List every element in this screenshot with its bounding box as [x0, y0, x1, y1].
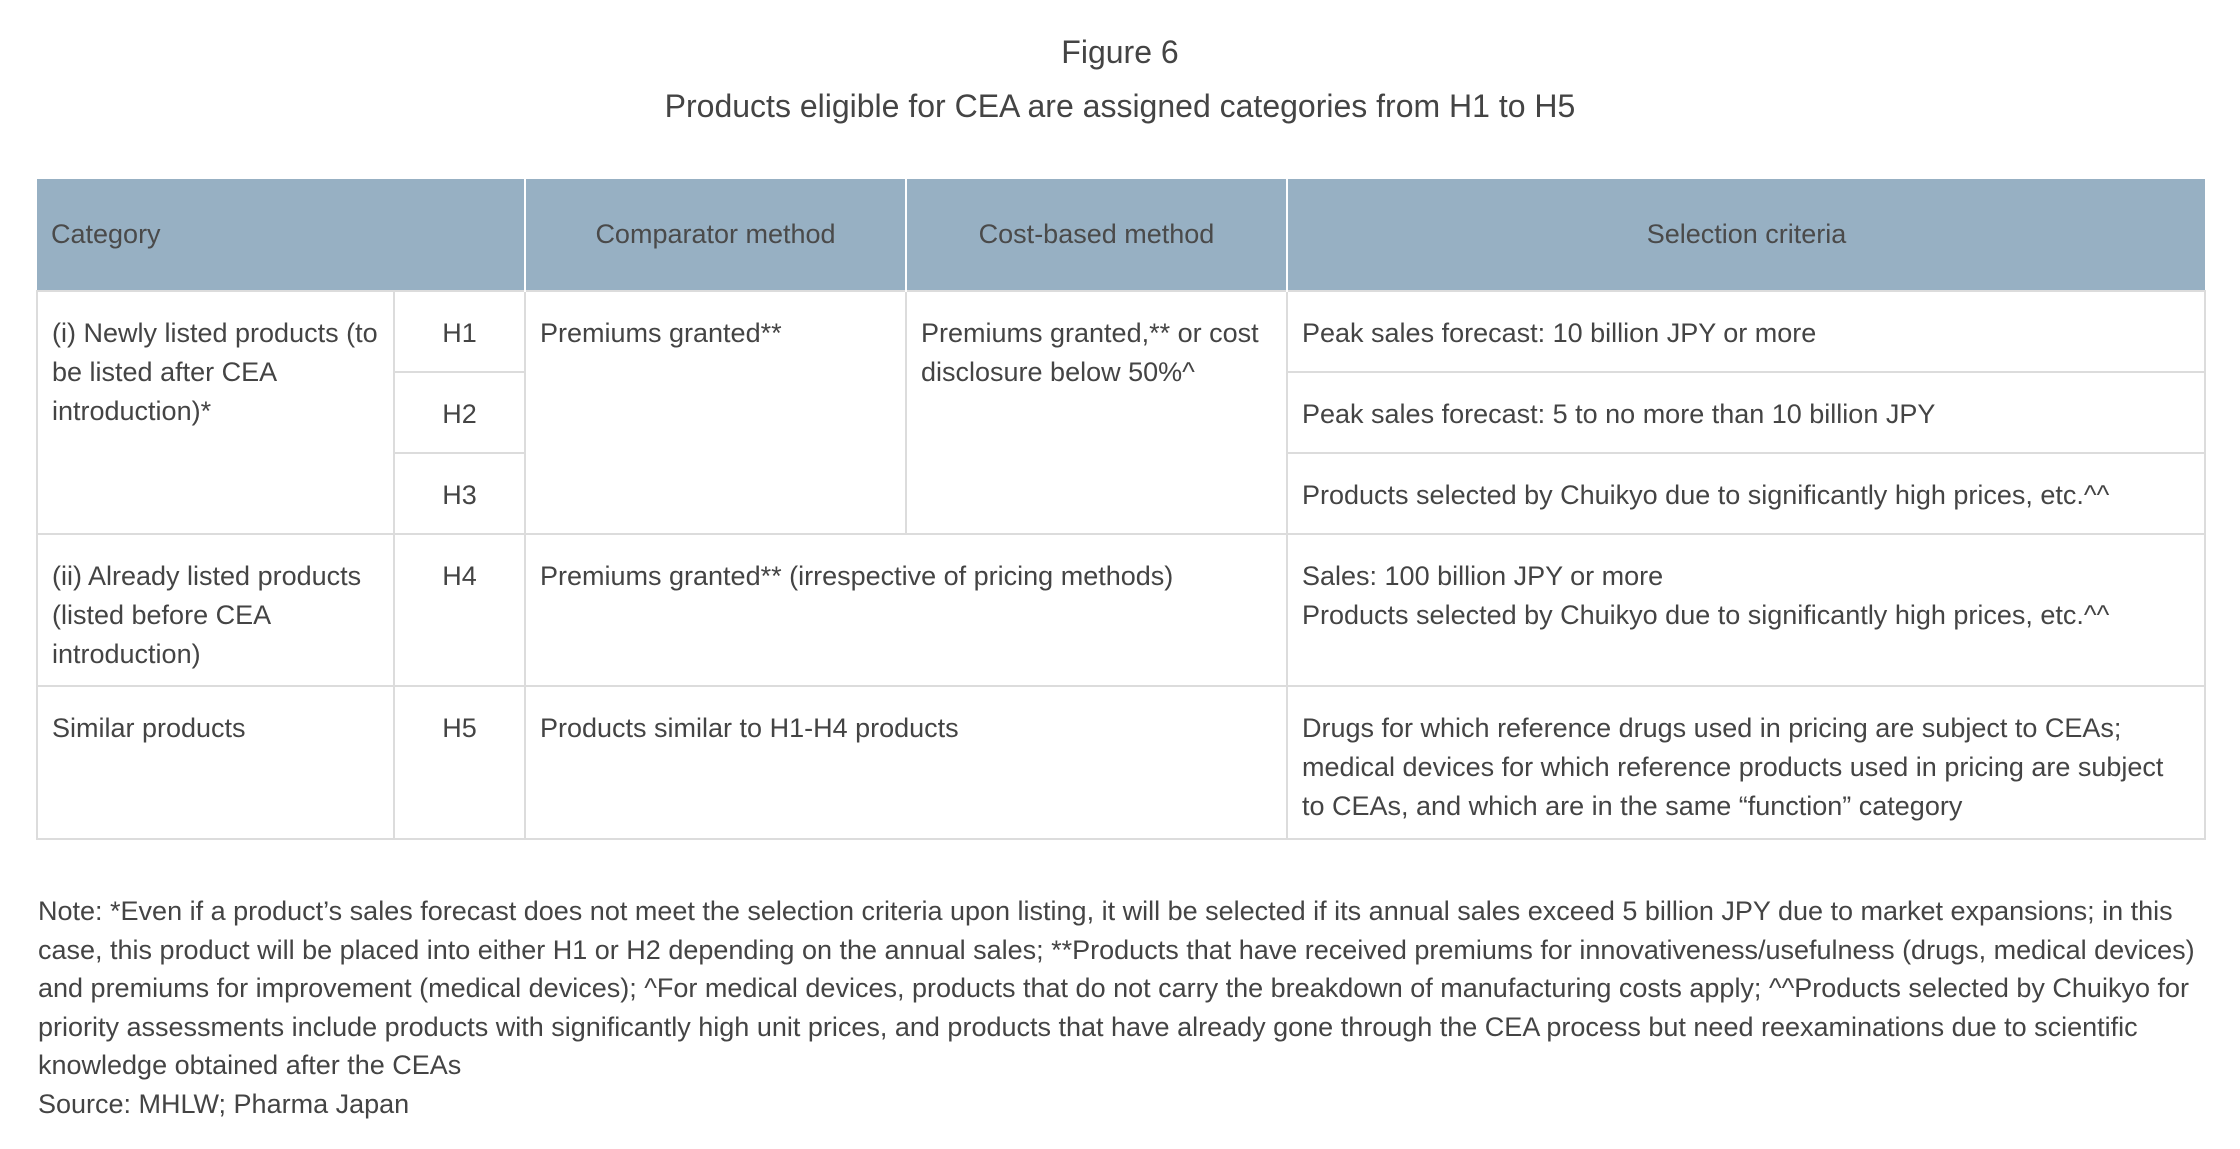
note-text: Note: *Even if a product’s sales forecas… — [38, 896, 2195, 1080]
code-h1: H1 — [393, 290, 526, 373]
category-similar: Similar products — [36, 685, 395, 840]
methods-h4: Premiums granted** (irrespective of pric… — [524, 533, 1288, 687]
cea-categories-table: Category Comparator method Cost-based me… — [36, 179, 2206, 840]
header-category: Category — [37, 179, 526, 291]
criteria-h2: Peak sales forecast: 5 to no more than 1… — [1286, 371, 2206, 454]
criteria-h4-line1: Sales: 100 billion JPY or more — [1302, 561, 1664, 591]
source-text: Source: MHLW; Pharma Japan — [38, 1088, 410, 1119]
category-already-listed: (ii) Already listed products (listed bef… — [36, 533, 395, 687]
table-header-row: Category Comparator method Cost-based me… — [37, 179, 2205, 291]
category-newly-listed: (i) Newly listed products (to be listed … — [36, 290, 395, 535]
table-row: H3 Products selected by Chuikyo due to s… — [37, 452, 2206, 535]
code-h2: H2 — [393, 371, 526, 454]
code-h4: H4 — [393, 533, 526, 687]
figure-notes: Note: *Even if a product’s sales forecas… — [38, 892, 2208, 1123]
criteria-h1: Peak sales forecast: 10 billion JPY or m… — [1286, 290, 2206, 373]
figure-title: Products eligible for CEA are assigned c… — [664, 88, 1576, 124]
code-h3: H3 — [393, 452, 526, 535]
table-row: H2 Peak sales forecast: 5 to no more tha… — [37, 371, 2206, 454]
header-comparator-method: Comparator method — [524, 179, 907, 291]
header-cost-based-method: Cost-based method — [905, 179, 1288, 291]
criteria-h4-line2: Products selected by Chuikyo due to sign… — [1302, 600, 2110, 630]
criteria-h5: Drugs for which reference drugs used in … — [1286, 685, 2206, 840]
figure-header: Figure 6 Products eligible for CEA are a… — [0, 28, 2240, 130]
methods-h5: Products similar to H1-H4 products — [524, 685, 1288, 840]
table-row: Similar products H5 Products similar to … — [36, 685, 2206, 840]
table-row: (ii) Already listed products (listed bef… — [36, 533, 2206, 687]
code-h5: H5 — [393, 685, 526, 840]
criteria-h4: Sales: 100 billion JPY or more Products … — [1286, 533, 2206, 687]
comparator-method-new: Premiums granted** — [524, 290, 907, 535]
table-row: (i) Newly listed products (to be listed … — [36, 290, 2206, 535]
criteria-h3: Products selected by Chuikyo due to sign… — [1286, 452, 2206, 535]
header-selection-criteria: Selection criteria — [1286, 179, 2205, 291]
figure-number: Figure 6 — [1061, 34, 1179, 70]
cost-based-method-new: Premiums granted,** or cost disclosure b… — [905, 290, 1288, 535]
